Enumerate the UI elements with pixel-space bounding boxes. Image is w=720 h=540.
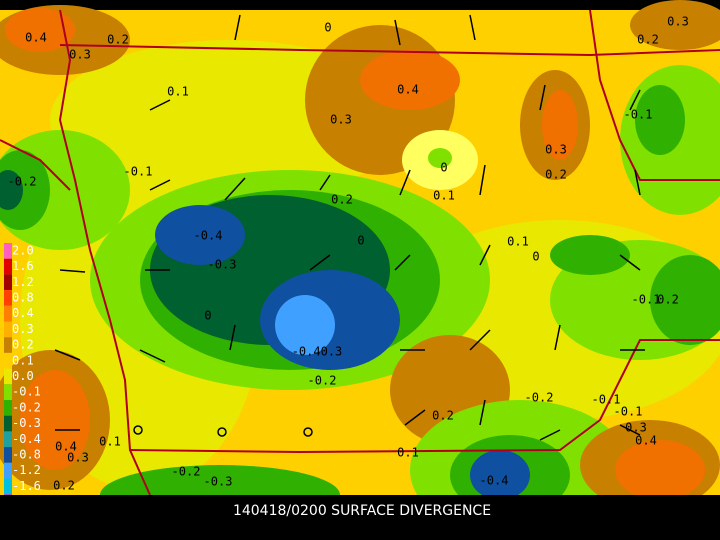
contour-label: 0.3 xyxy=(667,15,689,29)
contour-label: -0.2 xyxy=(308,374,337,388)
colorbar-swatch xyxy=(4,274,12,291)
contour-label: -0.1 xyxy=(124,165,153,179)
colorbar-label: 0.0 xyxy=(12,369,34,383)
colorbar-swatch xyxy=(4,352,12,369)
colorbar-label: 0.8 xyxy=(12,290,34,304)
colorbar-label: -0.8 xyxy=(12,447,41,461)
contour-label: 0.1 xyxy=(507,235,529,249)
contour-label: 0 xyxy=(357,234,364,248)
colorbar-swatch xyxy=(4,415,12,432)
contour-label: -0.4 xyxy=(480,474,509,488)
contour-label: -0.4 xyxy=(194,229,223,243)
contour-label: 0.4 xyxy=(635,434,657,448)
colorbar-label: 0.4 xyxy=(12,306,34,320)
colorbar-swatch xyxy=(4,447,12,463)
contour-label: 0.2 xyxy=(331,193,353,207)
colorbar-label: 0.3 xyxy=(12,322,34,336)
contour-label: 0.3 xyxy=(69,48,91,62)
colorbar-swatch xyxy=(4,478,12,495)
colorbar-label: -0.3 xyxy=(12,416,41,430)
contour-label: 0.3 xyxy=(625,421,647,435)
colorbar-swatch xyxy=(4,462,12,479)
contour-label: 0 xyxy=(324,21,331,35)
contour-label: 0.4 xyxy=(55,440,77,454)
contour-label: 0.4 xyxy=(25,31,47,45)
colorbar-swatch xyxy=(4,368,12,385)
contour-label: -0.40.3 xyxy=(292,345,343,359)
contour-label: 0.2 xyxy=(657,293,679,307)
contour-label: 0.1 xyxy=(397,446,419,460)
colorbar-label: -0.2 xyxy=(12,400,41,414)
contour-label: 0 xyxy=(204,309,211,323)
colorbar-label: 0.2 xyxy=(12,338,34,352)
contour-label: 0.1 xyxy=(433,189,455,203)
contour-label: 0.3 xyxy=(330,113,352,127)
colorbar-label: 1.2 xyxy=(12,275,34,289)
colorbar-swatch xyxy=(4,290,12,306)
contour-label: -0.2 xyxy=(172,465,201,479)
contour-label: -0.3 xyxy=(204,475,233,489)
contour-label: -0.3 xyxy=(208,258,237,272)
colorbar-label: 1.6 xyxy=(12,259,34,273)
colorbar-label: 2.0 xyxy=(12,243,34,257)
caption: 140418/0200 SURFACE DIVERGENCE xyxy=(233,503,491,519)
state-borders xyxy=(0,9,720,496)
contour-label: 0.2 xyxy=(545,168,567,182)
colorbar-swatch xyxy=(4,258,12,275)
contour-labels: 0.40.30.20 0.30.1 0.40.30.200.10.30.2-0.1-… xyxy=(8,15,689,493)
colorbar-label: -0.1 xyxy=(12,385,41,399)
colorbar-label: -0.4 xyxy=(12,432,41,446)
contour-label: -0.1 xyxy=(624,108,653,122)
contour-label: -0.1 xyxy=(614,405,643,419)
colorbar-label: -1.6 xyxy=(12,479,41,493)
contour-label: 0.2 xyxy=(432,409,454,423)
contour-label: 0.3 xyxy=(67,451,89,465)
contour-label: 0 xyxy=(440,161,447,175)
contour-label: -0.2 xyxy=(8,175,37,189)
colorbar-swatch xyxy=(4,243,12,259)
colorbar-swatch xyxy=(4,321,12,338)
colorbar-label: -1.2 xyxy=(12,463,41,477)
colorbar-label: 0.1 xyxy=(12,353,34,367)
contour-label: 0.3 xyxy=(545,143,567,157)
contour-label: 0.1 xyxy=(167,85,189,99)
contour-label: 0.2 xyxy=(107,33,129,47)
wind-barbs xyxy=(54,14,645,441)
colorbar-swatch xyxy=(4,384,12,400)
colorbar-swatch xyxy=(4,400,12,416)
contour-label: 0.2 xyxy=(53,479,75,493)
contour-label: -0.2 xyxy=(525,391,554,405)
contour-label: -0.1 xyxy=(632,293,661,307)
contour-label: 0.1 xyxy=(99,435,121,449)
colorbar-swatch xyxy=(4,337,12,353)
colorbar-swatch xyxy=(4,305,12,322)
colorbar: 2.0 1.6 1.20.8 0.4 0.3 0.20.1 0.0 -0.1-0.2 -0.3 -… xyxy=(4,243,41,510)
contour-label: 0 xyxy=(532,250,539,264)
colorbar-swatch xyxy=(4,431,12,448)
contour-label: -0.1 xyxy=(592,393,621,407)
caption-band xyxy=(0,495,720,540)
contour-label: 0.4 xyxy=(397,83,419,97)
contour-label: 0.2 xyxy=(637,33,659,47)
